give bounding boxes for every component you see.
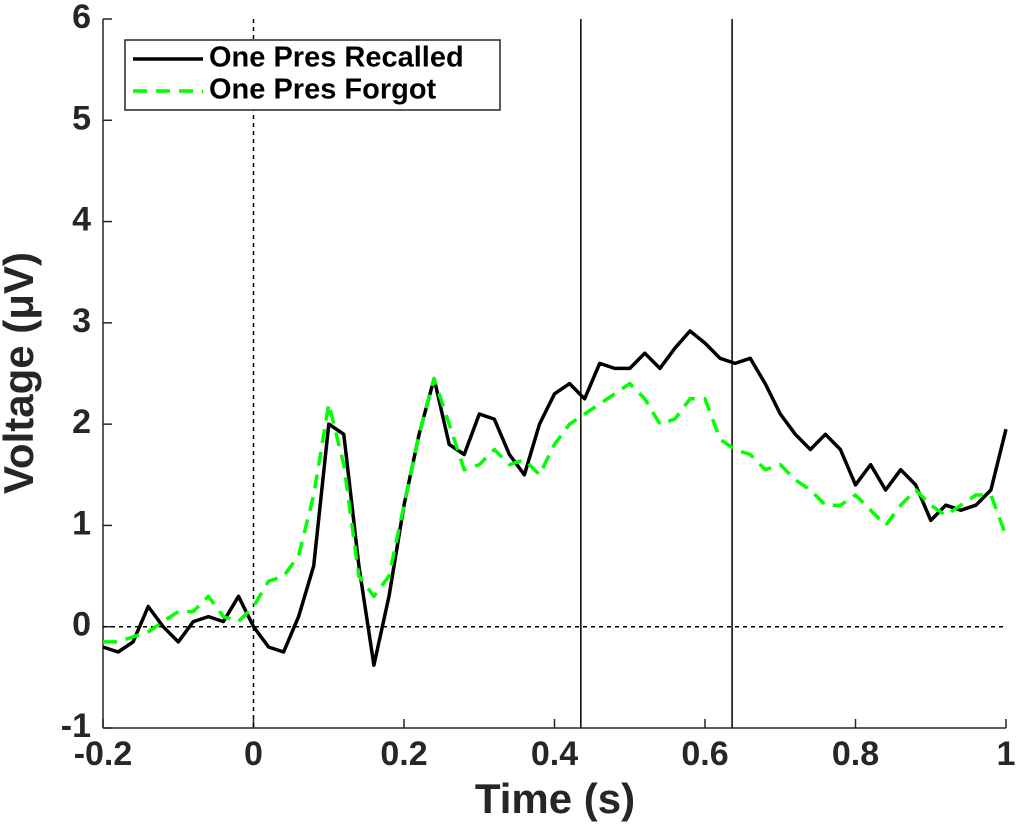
y-tick-label: 2 — [72, 403, 91, 441]
y-tick-label: 5 — [72, 99, 91, 137]
x-axis-label: Time (s) — [475, 775, 635, 822]
x-tick-label: 0.4 — [531, 735, 578, 773]
x-tick-label: 0.8 — [832, 735, 879, 773]
legend-box — [124, 39, 501, 111]
legend-label: One Pres Forgot — [209, 74, 437, 106]
y-tick-label: 3 — [72, 302, 91, 340]
x-tick-label: -0.2 — [74, 735, 133, 773]
y-tick-label: 1 — [72, 504, 91, 542]
series-line — [102, 329, 1008, 667]
y-tick-label: -1 — [61, 707, 91, 745]
y-tick-label: 0 — [72, 606, 91, 644]
legend-label: One Pres Recalled — [209, 42, 464, 74]
x-tick-label: 1 — [997, 735, 1016, 773]
x-tick-label: 0.2 — [380, 735, 427, 773]
x-tick-label: 0.6 — [681, 735, 728, 773]
y-axis-label: Voltage (μV) — [0, 252, 42, 494]
series-line — [103, 376, 1008, 644]
x-tick-label: 0 — [244, 735, 263, 773]
y-tick-label: 4 — [72, 201, 91, 239]
y-tick-label: 6 — [72, 0, 91, 36]
